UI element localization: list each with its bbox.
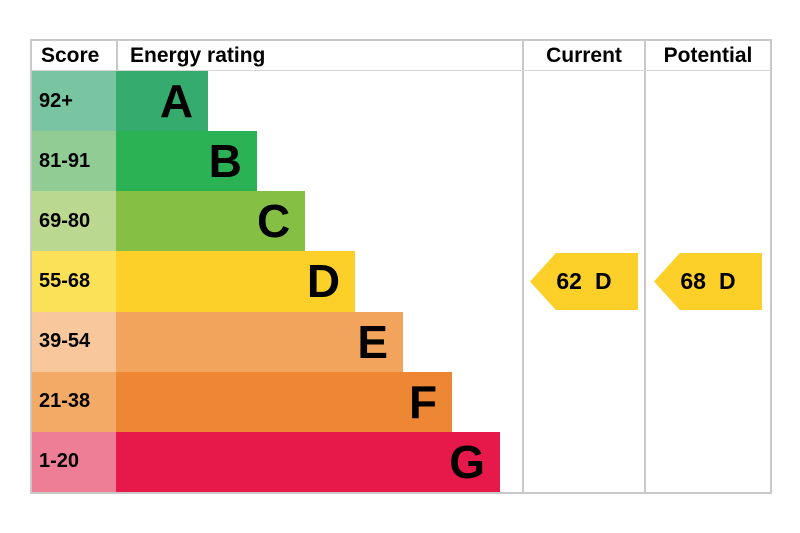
rating-arrow-value: 68 [680,267,706,294]
current-cell [522,311,644,372]
epc-rating-chart: Score Energy rating Current Potential 92… [30,39,772,494]
bar-track: E [116,311,522,372]
bar-track: B [116,131,522,192]
band-letter: D [306,255,341,308]
band-bar: F [116,371,453,432]
band-bar: A [116,71,209,132]
potential-cell [644,71,770,132]
bar-track: D [116,251,522,312]
potential-cell [644,371,770,432]
score-cell: 1-20 [32,431,116,492]
current-cell [522,191,644,252]
header-potential: Potential [644,41,770,70]
band-letter: G [449,435,486,488]
potential-cell: 68 D [644,251,770,312]
potential-cell [644,311,770,372]
band-row: 55-68 D 62 D 68 D [32,251,770,312]
band-letter: A [159,75,194,128]
bar-track: G [116,431,522,492]
band-bar: G [116,431,501,492]
epc-body: 92+ A 81-91 B 69-80 C 55-68 [32,71,770,492]
score-cell: 69-80 [32,191,116,252]
potential-cell [644,191,770,252]
band-row: 81-91 B [32,131,770,192]
bar-track: A [116,71,522,132]
current-cell: 62 D [522,251,644,312]
band-bar: C [116,191,306,252]
score-cell: 81-91 [32,131,116,192]
score-cell: 55-68 [32,251,116,312]
header-current: Current [522,41,644,70]
band-row: 92+ A [32,71,770,132]
band-row: 39-54 E [32,311,770,372]
potential-cell [644,131,770,192]
current-cell [522,371,644,432]
band-row: 21-38 F [32,371,770,432]
band-bar: D [116,251,356,312]
bar-track: C [116,191,522,252]
band-bar: E [116,311,404,372]
rating-arrow: 68 D [654,252,762,311]
band-letter: C [256,195,291,248]
rating-arrow-band: D [594,267,612,294]
score-cell: 21-38 [32,371,116,432]
header-row: Score Energy rating Current Potential [32,41,770,71]
band-letter: F [409,375,438,428]
rating-arrow: 62 D [530,252,638,311]
score-cell: 39-54 [32,311,116,372]
band-letter: B [208,135,242,188]
rating-arrow-band: D [718,267,736,294]
header-score: Score [41,43,100,67]
header-energy-rating: Energy rating [116,41,522,70]
band-bar: B [116,131,257,192]
rating-arrow-value: 62 [556,267,582,294]
bar-track: F [116,371,522,432]
current-cell [522,431,644,492]
band-row: 69-80 C [32,191,770,252]
band-row: 1-20 G [32,431,770,492]
current-cell [522,131,644,192]
current-cell [522,71,644,132]
score-cell: 92+ [32,71,116,132]
potential-cell [644,431,770,492]
band-letter: E [357,315,389,368]
